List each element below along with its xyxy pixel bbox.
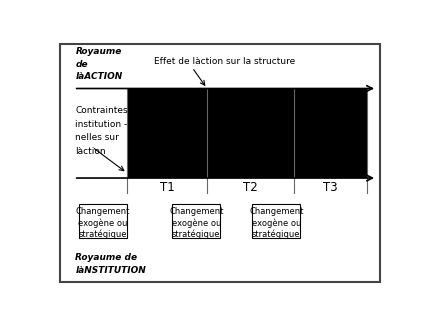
Text: Effet de làction sur la structure: Effet de làction sur la structure <box>154 57 295 66</box>
Text: Royaume: Royaume <box>75 47 122 57</box>
Text: Contraintes: Contraintes <box>75 106 128 115</box>
Text: Changement: Changement <box>76 207 130 216</box>
Bar <box>127 89 367 178</box>
Text: exogène ou: exogène ou <box>78 218 128 228</box>
Text: Royaume de: Royaume de <box>75 253 138 262</box>
Text: làNSTITUTION: làNSTITUTION <box>75 266 146 275</box>
Text: institution -: institution - <box>75 120 128 129</box>
Bar <box>172 204 220 238</box>
Text: Changement: Changement <box>249 207 304 216</box>
Text: T3: T3 <box>323 182 338 194</box>
Text: stratégique: stratégique <box>252 230 301 239</box>
Text: T1: T1 <box>160 182 175 194</box>
Text: T2: T2 <box>243 182 258 194</box>
Text: exogène ou: exogène ou <box>172 218 221 228</box>
Bar <box>79 204 127 238</box>
Text: nelles sur: nelles sur <box>75 133 119 142</box>
Text: de: de <box>75 60 88 69</box>
Bar <box>252 204 300 238</box>
Text: Changement: Changement <box>169 207 224 216</box>
Text: làACTION: làACTION <box>75 72 123 81</box>
Text: exogène ou: exogène ou <box>252 218 301 228</box>
Text: stratégique: stratégique <box>79 230 127 239</box>
Text: làction: làction <box>75 147 106 156</box>
Text: stratégique: stratégique <box>172 230 221 239</box>
